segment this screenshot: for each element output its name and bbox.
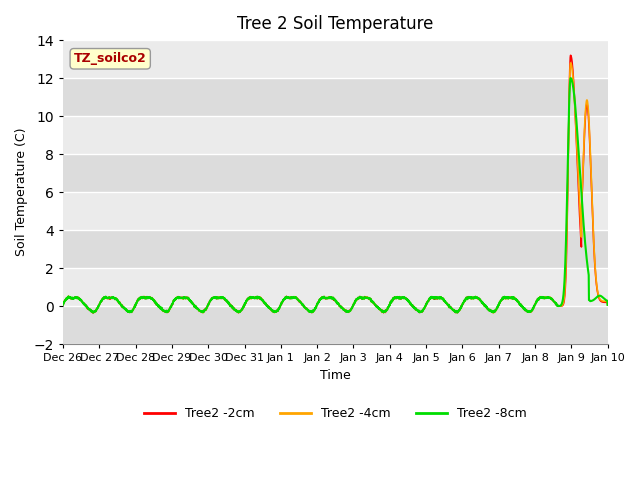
Y-axis label: Soil Temperature (C): Soil Temperature (C) bbox=[15, 128, 28, 256]
Bar bbox=[63, 78, 607, 116]
Legend: Tree2 -2cm, Tree2 -4cm, Tree2 -8cm: Tree2 -2cm, Tree2 -4cm, Tree2 -8cm bbox=[139, 402, 532, 425]
Bar bbox=[63, 154, 607, 192]
Bar bbox=[63, 40, 607, 78]
X-axis label: Time: Time bbox=[320, 369, 351, 382]
Title: Tree 2 Soil Temperature: Tree 2 Soil Temperature bbox=[237, 15, 433, 33]
Bar bbox=[63, 116, 607, 154]
Bar bbox=[63, 268, 607, 306]
Bar bbox=[63, 192, 607, 230]
Bar bbox=[63, 306, 607, 344]
Text: TZ_soilco2: TZ_soilco2 bbox=[74, 52, 147, 65]
Bar bbox=[63, 230, 607, 268]
